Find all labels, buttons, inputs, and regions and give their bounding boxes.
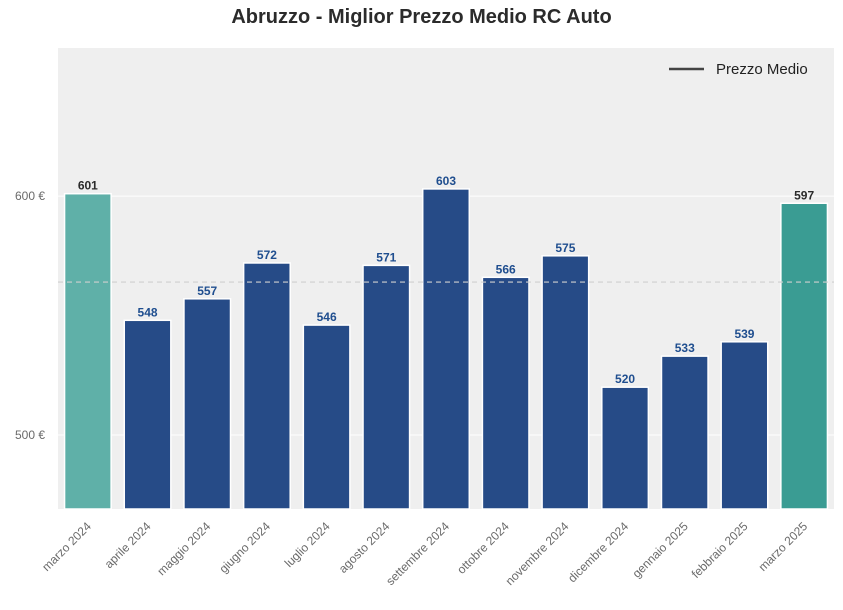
bar	[660, 355, 709, 510]
bars	[63, 188, 829, 510]
bar	[720, 341, 769, 510]
x-tick-label: febbraio 2025	[689, 519, 751, 581]
bar	[481, 276, 530, 510]
y-tick-label: 500 €	[15, 428, 45, 442]
value-label: 557	[197, 284, 217, 298]
value-label: 601	[78, 179, 98, 193]
value-label: 575	[555, 241, 575, 255]
value-label: 546	[317, 310, 337, 324]
bar	[601, 386, 650, 510]
value-label: 548	[138, 305, 158, 319]
x-tick-label: luglio 2024	[282, 519, 333, 570]
value-label: 539	[734, 327, 754, 341]
x-tick-label: aprile 2024	[102, 519, 154, 571]
value-label: 520	[615, 372, 635, 386]
value-label: 572	[257, 248, 277, 262]
bar	[780, 202, 829, 510]
bar	[123, 319, 172, 510]
x-tick-label: gennaio 2025	[630, 519, 692, 581]
x-tick-label: marzo 2024	[39, 519, 94, 574]
bar	[541, 255, 590, 510]
value-label: 571	[376, 250, 396, 264]
x-tick-label: marzo 2025	[756, 519, 811, 574]
bar	[362, 264, 411, 510]
x-tick-label: ottobre 2024	[454, 519, 512, 577]
bar	[183, 298, 232, 510]
chart-title: Abruzzo - Miglior Prezzo Medio RC Auto	[231, 6, 612, 28]
legend-label: Prezzo Medio	[716, 61, 808, 78]
x-axis-ticks: marzo 2024 aprile 2024 maggio 2024 giugno 2…	[39, 519, 810, 588]
legend: Prezzo Medio	[669, 61, 808, 78]
bar	[302, 324, 351, 510]
y-tick-label: 600 €	[15, 189, 45, 203]
y-axis-ticks: 500 € 600 €	[15, 189, 45, 442]
bar	[421, 188, 471, 510]
x-tick-label: giugno 2024	[216, 519, 273, 576]
value-label: 603	[436, 174, 456, 188]
bar	[63, 192, 112, 510]
bar	[242, 262, 291, 510]
value-labels: 601 548 557 572 546 571 603 566 575 520 533 539 597	[78, 174, 815, 386]
value-label: 533	[675, 341, 695, 355]
x-tick-label: maggio 2024	[154, 519, 213, 578]
value-label: 597	[794, 188, 814, 202]
x-tick-label: agosto 2024	[336, 519, 393, 576]
x-tick-label: novembre 2024	[503, 519, 572, 588]
value-label: 566	[496, 262, 516, 276]
x-tick-label: dicembre 2024	[565, 519, 631, 585]
x-tick-label: settembre 2024	[383, 519, 452, 588]
